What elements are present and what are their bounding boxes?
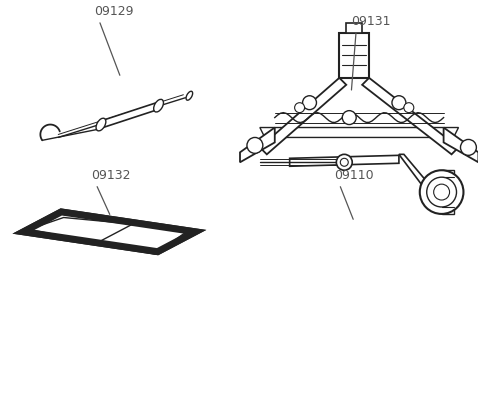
Circle shape — [433, 184, 450, 200]
Polygon shape — [289, 155, 399, 166]
Circle shape — [427, 177, 456, 207]
Circle shape — [392, 96, 406, 109]
Polygon shape — [260, 78, 346, 154]
Polygon shape — [240, 127, 275, 162]
Polygon shape — [362, 78, 458, 154]
Text: 09131: 09131 — [351, 15, 391, 28]
Circle shape — [404, 103, 414, 113]
Polygon shape — [442, 170, 454, 214]
Polygon shape — [346, 23, 362, 33]
Circle shape — [460, 140, 476, 155]
Polygon shape — [24, 212, 195, 252]
Ellipse shape — [186, 91, 192, 100]
Text: 09129: 09129 — [94, 5, 133, 18]
Ellipse shape — [96, 118, 106, 131]
Text: 09132: 09132 — [91, 169, 131, 182]
Circle shape — [302, 96, 316, 109]
Polygon shape — [444, 127, 479, 162]
Circle shape — [420, 170, 464, 214]
Circle shape — [340, 158, 348, 166]
Text: 09110: 09110 — [335, 169, 374, 182]
Polygon shape — [260, 127, 458, 138]
Polygon shape — [399, 154, 445, 206]
Polygon shape — [24, 212, 195, 252]
Polygon shape — [339, 33, 369, 78]
Polygon shape — [97, 101, 163, 129]
Circle shape — [247, 138, 263, 153]
Ellipse shape — [154, 99, 164, 112]
Circle shape — [342, 111, 356, 125]
Circle shape — [295, 103, 304, 113]
Circle shape — [336, 154, 352, 170]
